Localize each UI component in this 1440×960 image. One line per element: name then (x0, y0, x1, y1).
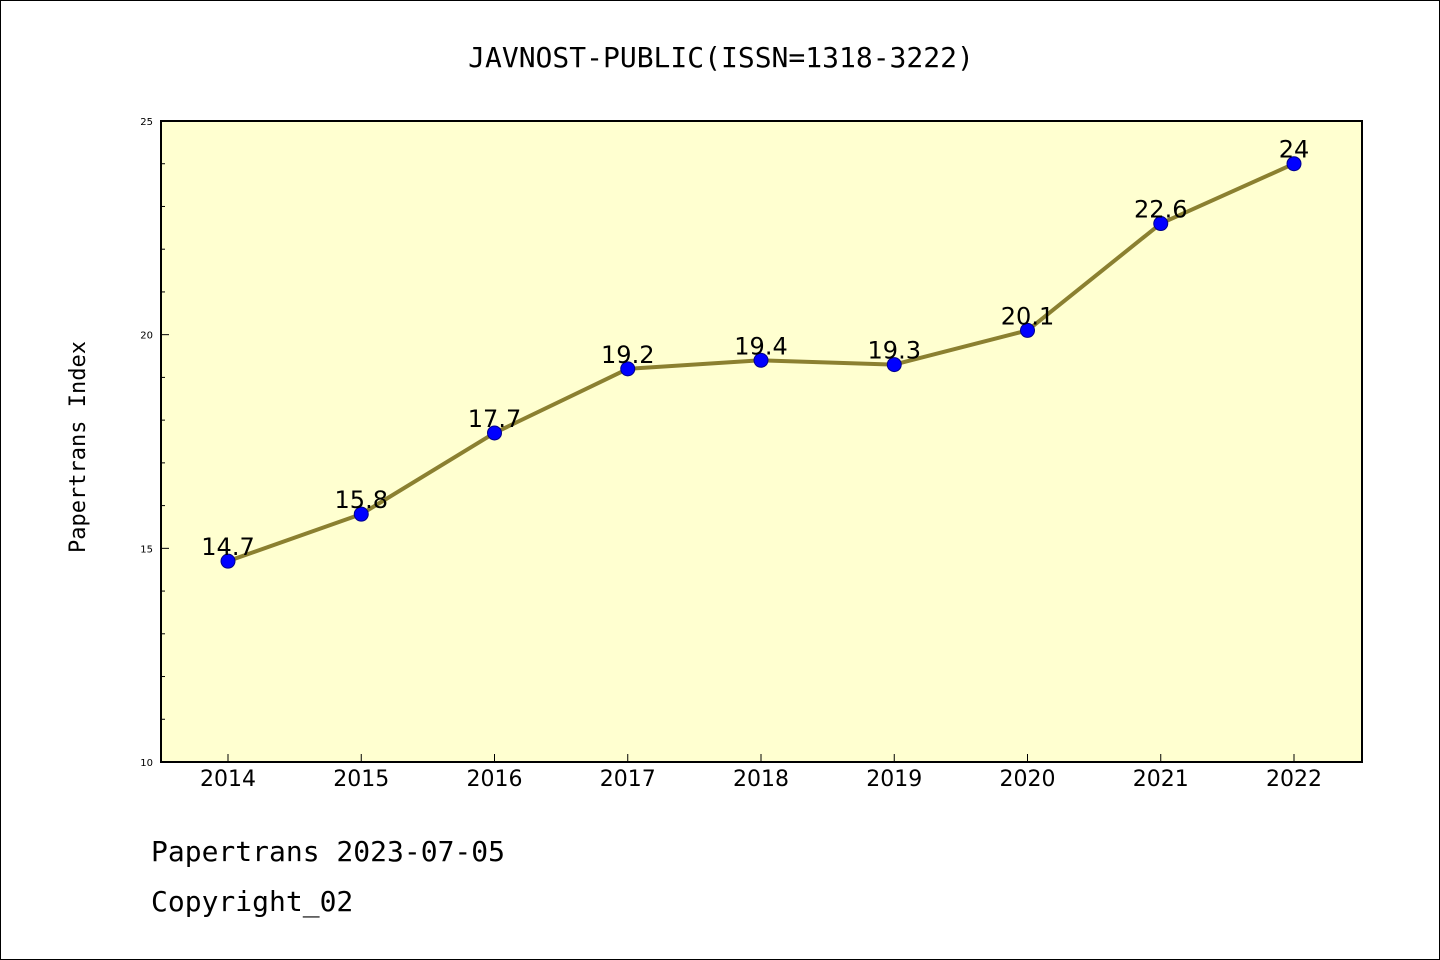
y-axis-ticks: 10 15 20 25 (140, 117, 169, 769)
data-point-marker (620, 361, 636, 377)
data-point-marker (1153, 216, 1169, 232)
x-tick-label: 2022 (1266, 767, 1322, 792)
data-label: 24 (1279, 136, 1310, 164)
footer-date-line: Papertrans 2023-07-05 (151, 835, 506, 868)
x-tick-label: 2021 (1133, 767, 1189, 792)
y-axis-label: Papertrans Index (66, 341, 91, 553)
y-tick-label: 15 (140, 544, 153, 555)
data-point-marker (886, 357, 902, 373)
x-tick-label: 2015 (333, 767, 389, 792)
data-point-marker (1020, 322, 1035, 338)
x-tick-label: 2014 (200, 767, 256, 792)
data-point-marker (487, 425, 502, 441)
data-label: 20.1 (1001, 302, 1054, 330)
chart-title: JAVNOST-PUBLIC(ISSN=1318-3222) (468, 41, 974, 74)
footer-copyright: Copyright_02 (151, 885, 354, 918)
data-label: 17.7 (468, 405, 521, 433)
data-label: 14.7 (201, 533, 254, 561)
x-tick-label: 2017 (600, 767, 656, 792)
data-label: 22.6 (1134, 196, 1187, 224)
x-tick-label: 2016 (467, 767, 523, 792)
x-axis-ticks: 2014 2015 2016 2017 2018 2019 2020 2021 2022 (200, 754, 1322, 792)
x-tick-label: 2018 (733, 767, 789, 792)
x-tick-label: 2019 (866, 767, 922, 792)
data-label: 19.4 (734, 332, 787, 360)
data-label: 15.8 (335, 486, 388, 514)
data-labels: 14.7 15.8 17.7 19.2 19.4 19.3 20.1 22.6 24 (201, 136, 1309, 561)
x-tick-label: 2020 (1000, 767, 1056, 792)
data-markers (220, 156, 1302, 569)
data-point-marker (753, 352, 769, 368)
data-point-marker (220, 553, 236, 569)
y-tick-label: 25 (140, 117, 153, 128)
y-tick-label: 20 (140, 331, 153, 342)
data-label: 19.3 (868, 337, 921, 365)
data-label: 19.2 (601, 341, 654, 369)
y-tick-label: 10 (140, 758, 153, 769)
data-point-marker (1286, 156, 1302, 172)
data-point-marker (353, 506, 369, 522)
